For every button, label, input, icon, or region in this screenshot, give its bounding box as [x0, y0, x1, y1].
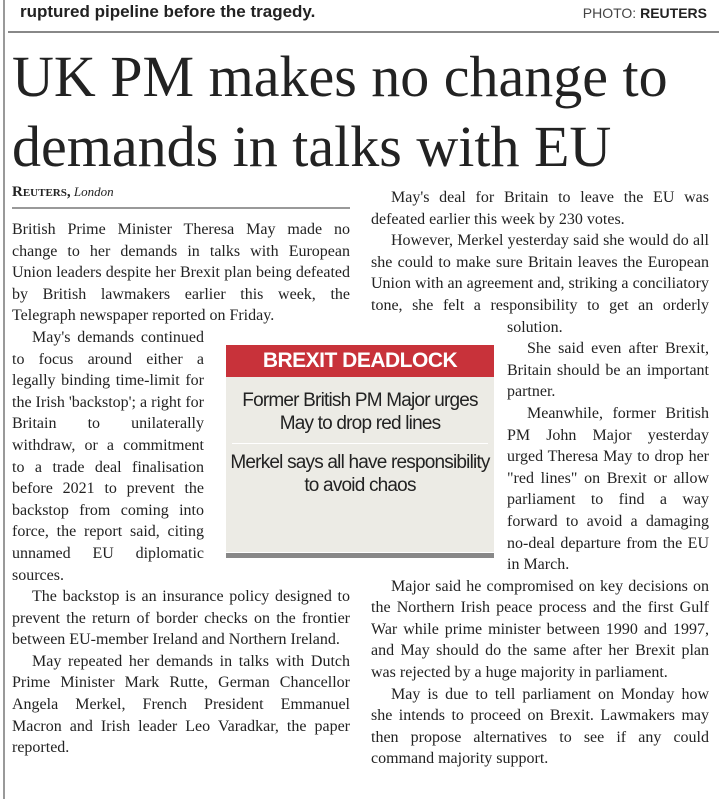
sidebar-item: Former British PM Major urges May to dro…	[242, 390, 478, 434]
page-border	[3, 0, 5, 799]
photo-caption: ruptured pipeline before the tragedy.	[20, 2, 316, 21]
paragraph: May's demands continued to focus around …	[12, 328, 204, 584]
paragraph: She said even after Brexit, Britain shou…	[507, 340, 709, 401]
sidebar-box: BREXIT DEADLOCK Former British PM Major …	[226, 345, 494, 558]
divider	[232, 443, 488, 444]
byline: Reuters, London	[12, 184, 350, 209]
paragraph: May repeated her demands in talks with D…	[12, 652, 350, 757]
sidebar-title: BREXIT DEADLOCK	[226, 345, 494, 377]
sidebar-item: Merkel says all have responsibility to a…	[230, 452, 490, 496]
divider	[226, 553, 494, 558]
paragraph: British Prime Minister Theresa May made …	[12, 221, 350, 325]
paragraph: The backstop is an insurance policy desi…	[12, 588, 350, 649]
paragraph: May is due to tell parliament on Monday …	[371, 685, 709, 768]
byline-agency: Reuters,	[12, 184, 71, 200]
paragraph: Meanwhile, former British PM John Major …	[507, 404, 709, 574]
paragraph: Major said he compromised on key decisio…	[371, 577, 709, 682]
headline: UK PM makes no change to demands in talk…	[12, 44, 668, 179]
left-column: British Prime Minister Theresa May made …	[12, 219, 350, 759]
paragraph: May's deal for Britain to leave the EU w…	[371, 189, 709, 228]
photo-credit: PHOTO: REUTERS	[582, 5, 707, 21]
paragraph: However, Merkel yesterday said she would…	[371, 232, 709, 336]
right-column: May's deal for Britain to leave the EU w…	[371, 187, 709, 770]
byline-place: London	[73, 184, 114, 199]
divider	[8, 31, 719, 33]
